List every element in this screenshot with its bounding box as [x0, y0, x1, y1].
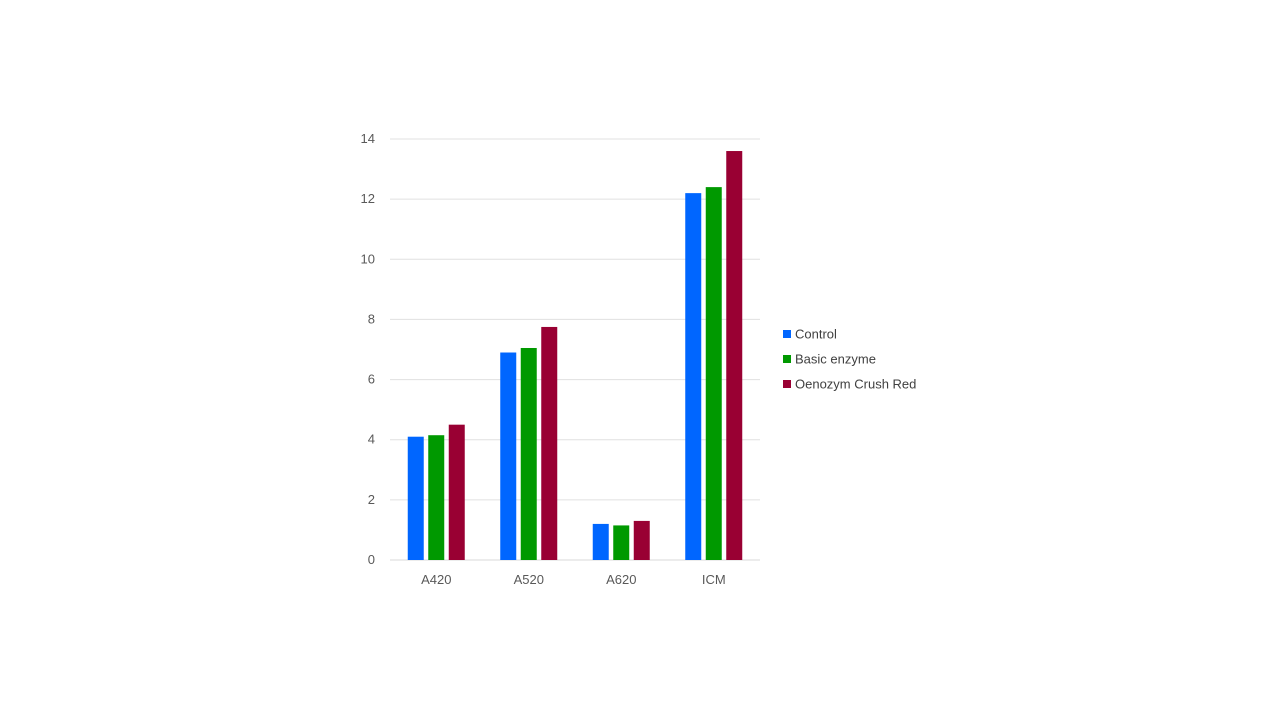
- y-tick-label: 14: [361, 131, 375, 146]
- y-tick-label: 10: [361, 251, 375, 266]
- x-tick-label: ICM: [702, 572, 726, 587]
- bar-oenozym-crush-red-a420: [448, 424, 465, 560]
- bar-oenozym-crush-red-a520: [541, 326, 558, 560]
- bar-control-icm: [685, 193, 702, 560]
- bars: [407, 151, 743, 560]
- bar-basic-enzyme-a420: [428, 435, 445, 560]
- x-tick-label: A620: [606, 572, 636, 587]
- bar-oenozym-crush-red-a620: [633, 520, 650, 560]
- y-axis-tick-labels: 0 2 4 6 8 10 12 14: [361, 131, 375, 567]
- y-tick-label: 4: [368, 432, 375, 447]
- bar-control-a520: [500, 352, 517, 560]
- legend-item: Oenozym Crush Red: [783, 377, 916, 392]
- legend-label: Control: [795, 327, 837, 342]
- x-axis-tick-labels: A420 A520 A620 ICM: [421, 572, 726, 587]
- y-tick-label: 8: [368, 311, 375, 326]
- gridlines: [390, 138, 760, 501]
- legend-label: Oenozym Crush Red: [795, 377, 916, 392]
- y-tick-label: 12: [361, 191, 375, 206]
- legend: Control Basic enzyme Oenozym Crush Red: [783, 327, 916, 392]
- bar-basic-enzyme-a620: [613, 525, 630, 560]
- legend-swatch: [783, 330, 791, 338]
- y-tick-label: 2: [368, 492, 375, 507]
- legend-item: Control: [783, 327, 837, 342]
- bar-control-a420: [407, 436, 424, 560]
- y-tick-label: 0: [368, 552, 375, 567]
- bar-oenozym-crush-red-icm: [726, 151, 743, 560]
- y-tick-label: 6: [368, 372, 375, 387]
- legend-swatch: [783, 355, 791, 363]
- x-tick-label: A520: [514, 572, 544, 587]
- bar-basic-enzyme-a520: [520, 347, 537, 560]
- x-tick-label: A420: [421, 572, 451, 587]
- legend-swatch: [783, 380, 791, 388]
- legend-item: Basic enzyme: [783, 352, 876, 367]
- legend-label: Basic enzyme: [795, 352, 876, 367]
- bar-control-a620: [592, 523, 609, 560]
- bar-basic-enzyme-icm: [705, 187, 722, 560]
